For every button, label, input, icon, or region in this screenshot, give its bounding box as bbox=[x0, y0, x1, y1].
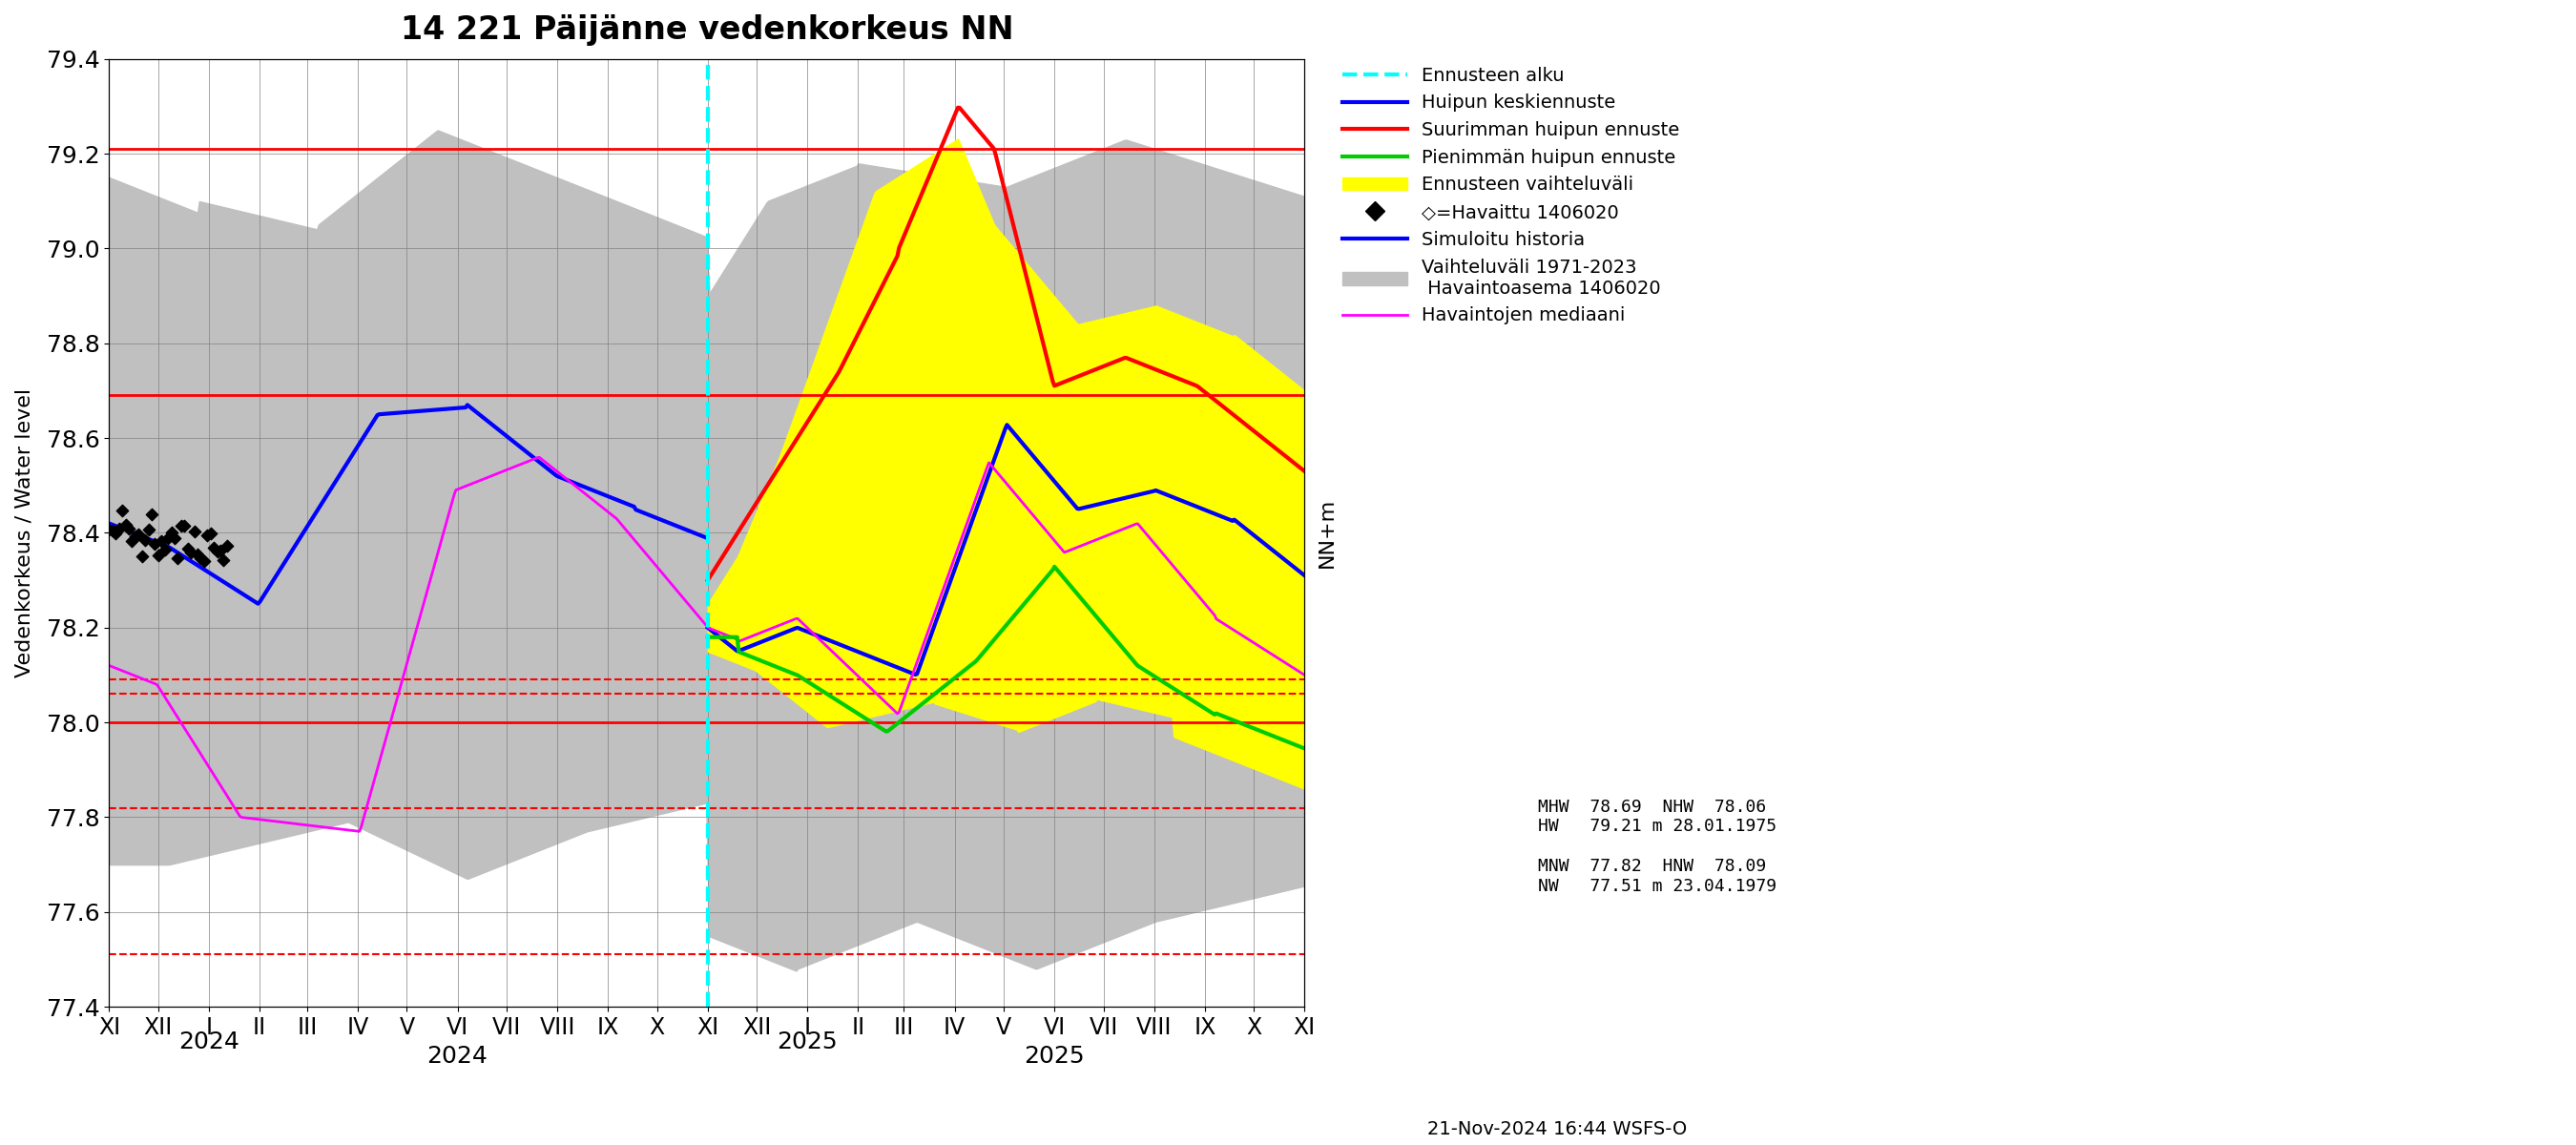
Text: 21-Nov-2024 16:44 WSFS-O: 21-Nov-2024 16:44 WSFS-O bbox=[1427, 1121, 1687, 1138]
Text: 2025: 2025 bbox=[778, 1030, 837, 1053]
Point bbox=[147, 529, 188, 547]
Point bbox=[98, 520, 139, 538]
Point bbox=[137, 546, 178, 564]
Point bbox=[196, 543, 237, 561]
Point bbox=[193, 538, 234, 556]
Point bbox=[201, 542, 242, 560]
Point bbox=[129, 520, 170, 538]
Point bbox=[111, 531, 152, 550]
Point bbox=[206, 536, 247, 554]
Point bbox=[95, 524, 137, 543]
Point bbox=[131, 505, 173, 523]
Title: 14 221 Päijänne vedenkorkeus NN: 14 221 Päijänne vedenkorkeus NN bbox=[399, 14, 1012, 46]
Point bbox=[157, 548, 198, 567]
Point bbox=[180, 548, 222, 567]
Point bbox=[185, 526, 227, 544]
Point bbox=[142, 532, 183, 551]
Text: MHW  78.69  NHW  78.06
HW   79.21 m 28.01.1975

MNW  77.82  HNW  78.09
NW   77.5: MHW 78.69 NHW 78.06 HW 79.21 m 28.01.197… bbox=[1538, 798, 1777, 894]
Point bbox=[106, 516, 147, 535]
Point bbox=[118, 526, 160, 544]
Point bbox=[152, 523, 193, 542]
Point bbox=[155, 529, 196, 547]
Text: 2024: 2024 bbox=[428, 1044, 487, 1067]
Text: 2025: 2025 bbox=[1025, 1044, 1084, 1067]
Point bbox=[204, 551, 245, 569]
Point bbox=[170, 543, 211, 561]
Point bbox=[191, 524, 232, 543]
Point bbox=[160, 516, 201, 535]
Point bbox=[134, 535, 175, 553]
Legend: Ennusteen alku, Huipun keskiennuste, Suurimman huipun ennuste, Pienimmän huipun : Ennusteen alku, Huipun keskiennuste, Suu… bbox=[1334, 60, 1687, 332]
Point bbox=[167, 539, 209, 558]
Point bbox=[173, 522, 214, 540]
Point bbox=[88, 520, 129, 538]
Point bbox=[93, 521, 134, 539]
Point bbox=[100, 502, 142, 520]
Y-axis label: Vedenkorkeus / Water level: Vedenkorkeus / Water level bbox=[15, 388, 33, 678]
Point bbox=[121, 547, 162, 566]
Point bbox=[116, 527, 157, 545]
Text: 2024: 2024 bbox=[178, 1030, 240, 1053]
Point bbox=[183, 552, 224, 570]
Point bbox=[178, 545, 219, 563]
Y-axis label: NN+m: NN+m bbox=[1319, 498, 1337, 568]
Point bbox=[144, 540, 185, 559]
Point bbox=[124, 531, 165, 550]
Point bbox=[165, 516, 206, 535]
Point bbox=[108, 520, 149, 538]
